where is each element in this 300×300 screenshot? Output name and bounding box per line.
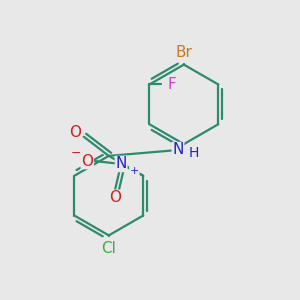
Text: −: −	[70, 147, 81, 160]
Text: Br: Br	[176, 45, 192, 60]
Text: F: F	[167, 77, 176, 92]
Text: N: N	[116, 157, 127, 172]
Text: N: N	[172, 142, 184, 158]
Text: O: O	[81, 154, 93, 169]
Text: O: O	[69, 125, 81, 140]
Text: H: H	[189, 146, 200, 160]
Text: O: O	[109, 190, 121, 205]
Text: +: +	[130, 166, 139, 176]
Text: Cl: Cl	[101, 241, 116, 256]
